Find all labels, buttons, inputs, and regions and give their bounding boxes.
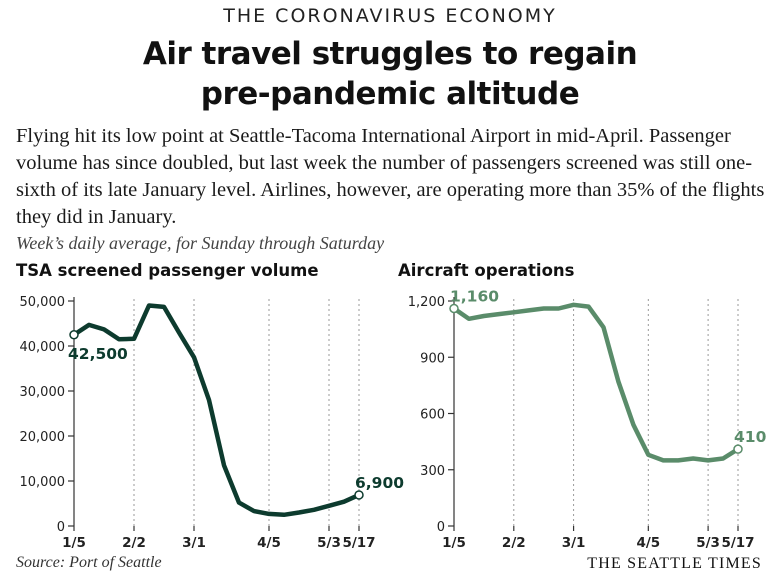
ops-x-tick-label: 1/5 [442, 535, 466, 551]
ops-x-tick-label: 3/1 [562, 535, 586, 551]
ops-series-line [451, 302, 741, 463]
kicker: THE CORONAVIRUS ECONOMY [223, 5, 557, 27]
publisher-logo: THE SEATTLE TIMES [587, 555, 762, 572]
tsa-chart-title: TSA screened passenger volume [16, 261, 319, 280]
tsa-y-tick-label: 10,000 [20, 475, 66, 490]
ops-y-tick-label: 0 [437, 520, 445, 535]
source-note: Source: Port of Seattle [16, 554, 162, 571]
tsa-y-tick-label: 40,000 [20, 340, 66, 355]
aircraft-chart-title: Aircraft operations [398, 261, 575, 280]
ops-y-tick-label: 600 [420, 408, 445, 423]
tsa-series-line [71, 303, 362, 518]
tsa-y-tick-label: 50,000 [20, 295, 66, 310]
ops-data-label: 410 [734, 428, 767, 446]
headline-line-2: pre-pandemic altitude [200, 76, 580, 112]
headline: Air travel struggles to regain pre-pande… [0, 34, 780, 114]
tsa-data-label: 42,500 [68, 345, 128, 363]
ops-x-tick-label: 2/2 [502, 535, 526, 551]
tsa-x-tick-label: 5/17 [342, 535, 375, 551]
headline-line-1: Air travel struggles to regain [142, 36, 638, 72]
tsa-y-tick-label: 20,000 [20, 430, 66, 445]
ops-endpoint-marker [449, 303, 459, 314]
tsa-y-tick-label: 0 [57, 520, 65, 535]
tsa-y-tick-label: 30,000 [20, 385, 66, 400]
ops-y-tick-label: 900 [420, 351, 445, 366]
ops-x-tick-label: 5/3 [696, 535, 720, 551]
tsa-endpoint-marker [69, 330, 79, 340]
tsa-data-label: 6,900 [355, 474, 404, 492]
tsa-x-tick-label: 5/3 [317, 535, 341, 551]
ops-data-label: 1,160 [450, 288, 499, 306]
ops-y-tick-label: 1,200 [408, 295, 445, 310]
dek-paragraph: Flying hit its low point at Seattle-Taco… [16, 125, 765, 228]
ops-y-tick-label: 300 [420, 464, 445, 479]
tsa-x-tick-label: 4/5 [257, 535, 281, 551]
tsa-passenger-chart: 0 10,000 20,000 30,000 40,000 50,000 1/5 2/2 3/1… [20, 295, 405, 551]
tsa-x-tick-label: 2/2 [122, 535, 146, 551]
chart-note: Week’s daily average, for Sunday through… [16, 233, 385, 253]
ops-x-tick-label: 4/5 [636, 535, 660, 551]
ops-endpoint-marker [733, 444, 743, 454]
tsa-x-tick-label: 3/1 [182, 535, 206, 551]
tsa-endpoint-marker [354, 490, 364, 500]
ops-x-tick-label: 5/17 [721, 535, 754, 551]
tsa-x-tick-label: 1/5 [62, 535, 86, 551]
